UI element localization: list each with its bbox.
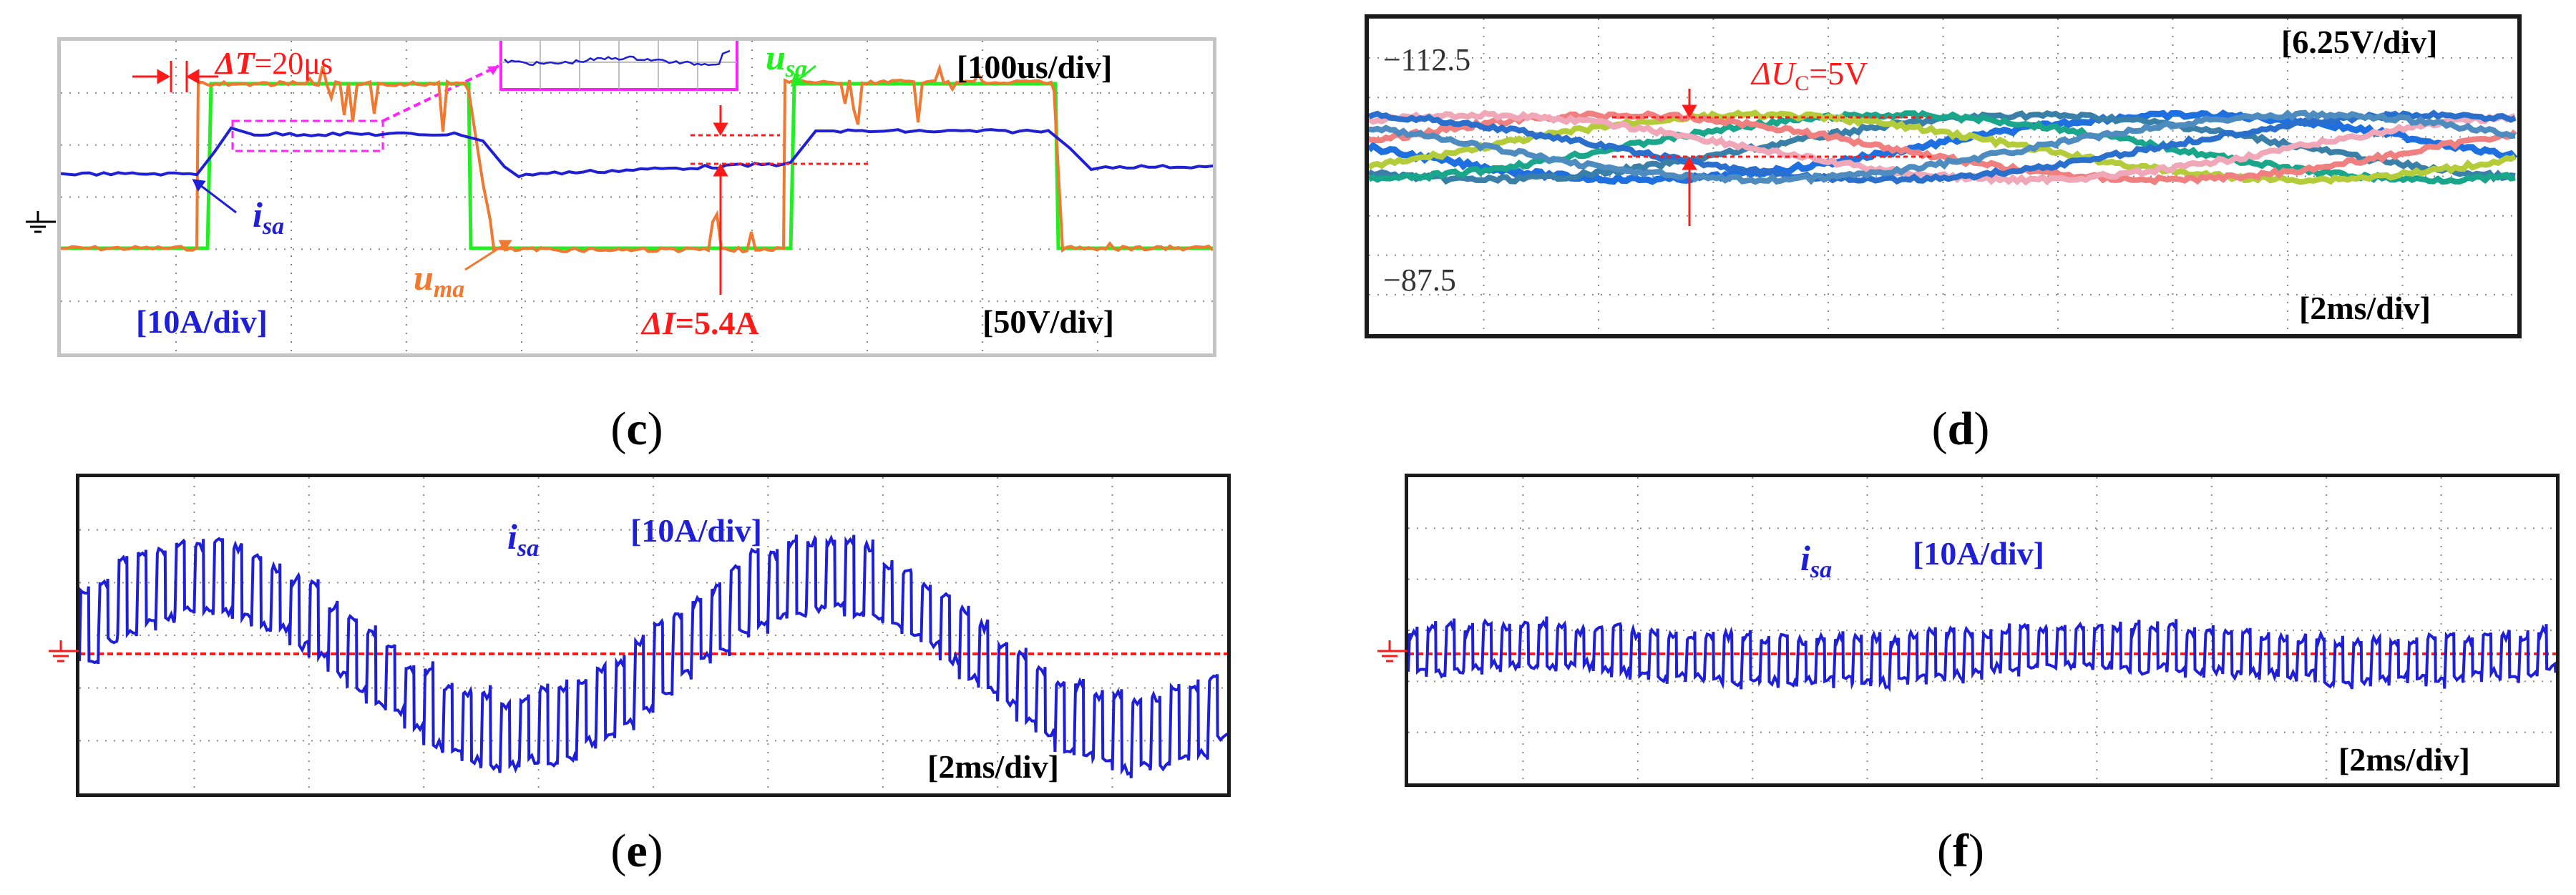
oscilloscope-panel-c: ΔT=20μs [100us/div] [50V/div] [10A/div] … bbox=[57, 37, 1216, 357]
capacitor-voltage-trace bbox=[1369, 109, 2516, 185]
panel-d-plot: −112.5 −87.5 [6.25V/div] [2ms/div] ΔUC=5… bbox=[1369, 19, 2517, 334]
usa-trace bbox=[61, 82, 1213, 250]
current-div-label-c: [10A/div] bbox=[136, 303, 268, 340]
caption-f: (f) bbox=[1937, 825, 1984, 877]
oscilloscope-panel-e: isa [10A/div] [2ms/div] bbox=[76, 474, 1231, 797]
usa-label: usa bbox=[766, 41, 807, 82]
panel-e-plot: isa [10A/div] [2ms/div] bbox=[79, 477, 1227, 793]
volt-div-label-c: [50V/div] bbox=[982, 303, 1114, 340]
caption-d: (d) bbox=[1931, 403, 1990, 455]
oscilloscope-panel-f: isa [10A/div] [2ms/div] bbox=[1405, 474, 2560, 787]
delta-i-arrows bbox=[713, 105, 728, 295]
isa-label-c: isa bbox=[253, 195, 284, 240]
delta-u-label: ΔUC=5V bbox=[1750, 55, 1868, 95]
isa-trace-e bbox=[79, 534, 1227, 778]
zoom-link-arrowhead bbox=[487, 66, 499, 75]
axis-top-label: −112.5 bbox=[1383, 42, 1470, 77]
current-div-label-f: [10A/div] bbox=[1913, 535, 2044, 572]
usa-pointer bbox=[790, 64, 816, 87]
uma-label: uma bbox=[414, 258, 464, 303]
uma-trace bbox=[61, 63, 1213, 254]
time-div-label-c: [100us/div] bbox=[957, 49, 1112, 85]
panel-c-plot: ΔT=20μs [100us/div] [50V/div] [10A/div] … bbox=[61, 41, 1213, 353]
isa-trace bbox=[61, 126, 1213, 179]
capacitor-voltage-trace bbox=[1369, 109, 2517, 186]
volt-div-label-d: [6.25V/div] bbox=[2281, 24, 2438, 60]
axis-bottom-label: −87.5 bbox=[1383, 263, 1456, 298]
current-div-label-e: [10A/div] bbox=[630, 512, 762, 549]
time-div-label-f: [2ms/div] bbox=[2338, 741, 2470, 778]
delta-u-arrows bbox=[1682, 89, 1697, 226]
time-div-label-d: [2ms/div] bbox=[2299, 290, 2431, 326]
ground-icon-f bbox=[1377, 640, 1407, 662]
capacitor-voltage-trace bbox=[1369, 109, 2517, 185]
caption-e: (e) bbox=[610, 825, 663, 877]
isa-label-f: isa bbox=[1800, 538, 1832, 583]
ground-icon-c-symbol bbox=[26, 211, 56, 233]
zoom-region-box bbox=[231, 119, 384, 152]
panel-f-plot: isa [10A/div] [2ms/div] bbox=[1408, 477, 2556, 783]
delta-t-arrows bbox=[132, 61, 218, 92]
zoom-inset-isa-trace bbox=[504, 49, 731, 67]
isa-trace-f bbox=[1408, 616, 2556, 693]
ground-icon-e bbox=[49, 640, 79, 662]
caption-c: (c) bbox=[610, 403, 663, 455]
delta-t-label: ΔT=20μs bbox=[214, 46, 333, 81]
isa-pointer bbox=[192, 179, 237, 214]
capacitor-voltage-traces bbox=[1369, 109, 2517, 186]
grid-e bbox=[79, 477, 1227, 793]
isa-label-e: isa bbox=[507, 517, 539, 562]
delta-i-label: ΔI=5.4A bbox=[640, 305, 759, 341]
uma-pointer bbox=[464, 240, 512, 271]
capacitor-voltage-trace bbox=[1369, 109, 2517, 185]
oscilloscope-panel-d: −112.5 −87.5 [6.25V/div] [2ms/div] ΔUC=5… bbox=[1365, 14, 2522, 338]
grid-f bbox=[1408, 477, 2556, 783]
grid-d bbox=[1369, 19, 2517, 334]
time-div-label-e: [2ms/div] bbox=[927, 748, 1059, 785]
